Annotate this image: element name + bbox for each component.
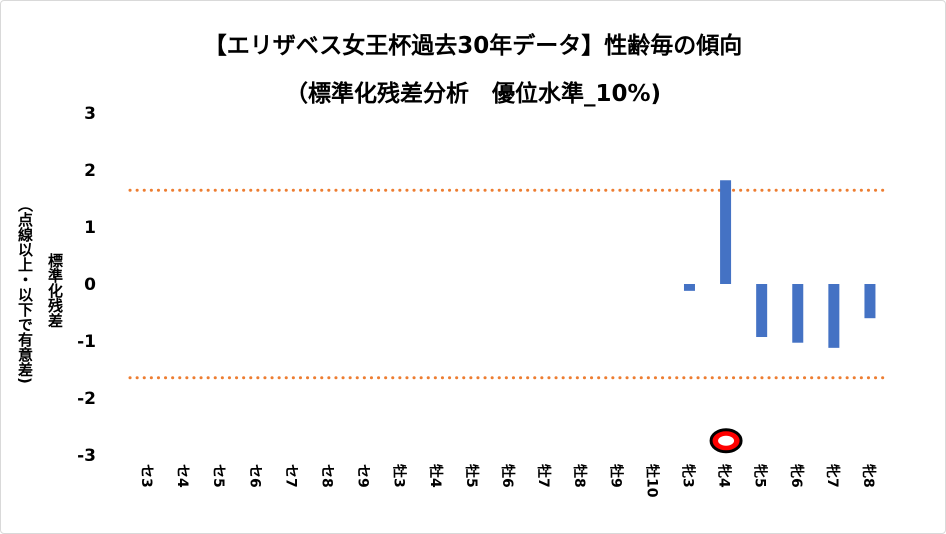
x-tick-label: セ8: [319, 464, 335, 488]
y-tick-label: 1: [84, 218, 96, 238]
bar-牝8: [864, 284, 876, 319]
y-axis-label: 標準化残差 （点線以上・以下で有意差): [6, 160, 70, 420]
x-tick-label: セ3: [138, 464, 154, 488]
x-tick-label: セ9: [355, 464, 371, 488]
y-tick-label: 0: [84, 275, 96, 295]
bar-牝6: [792, 284, 804, 343]
bar-牝5: [756, 284, 768, 338]
x-tick-label: 牝4: [716, 464, 733, 488]
x-tick-label: 牡7: [535, 464, 552, 488]
x-tick-label: 牝5: [752, 464, 769, 488]
chart-subtitle: （標準化残差分析 優位水準_10%): [284, 81, 662, 107]
x-tick-label: 牝6: [788, 464, 805, 488]
x-tick-label: セ7: [282, 464, 298, 488]
x-tick-label: 牡8: [571, 464, 588, 488]
x-tick-label: 牝3: [679, 464, 696, 488]
threshold-lines: [128, 188, 890, 380]
x-tick-label: 牡3: [391, 464, 408, 488]
y-axis-label-line1: 標準化残差: [46, 252, 64, 328]
y-tick-label: -2: [77, 389, 96, 409]
x-tick-label: 牡9: [607, 464, 624, 488]
bar-牝3: [683, 284, 695, 291]
y-tick-label: 3: [84, 104, 96, 124]
y-tick-label: -3: [77, 446, 96, 466]
x-tick-label: 牡5: [463, 464, 480, 488]
bars: [683, 180, 876, 348]
x-tick-label: 牡4: [427, 464, 444, 488]
bar-牝4: [720, 180, 732, 284]
y-tick-label: -1: [77, 332, 96, 352]
x-tick-label: セ5: [210, 464, 226, 488]
x-tick-label: 牝7: [824, 464, 841, 488]
x-tick-label: 牝8: [860, 464, 877, 488]
y-tick-labels: 3 2 1 0 -1 -2 -3: [77, 104, 96, 466]
y-tick-label: 2: [84, 161, 96, 181]
x-tick-label: 牡10: [643, 464, 660, 498]
y-axis-label-line2: （点線以上・以下で有意差): [16, 196, 34, 384]
x-tick-label: セ6: [246, 464, 262, 488]
chart-title: 【エリザベス女王杯過去30年データ】性齢毎の傾向: [203, 33, 743, 59]
bar-牝7: [828, 284, 840, 348]
x-tick-label: 牡6: [499, 464, 516, 488]
highlight-marker-center: [718, 435, 735, 446]
x-tick-label: セ4: [174, 464, 190, 488]
x-tick-labels: セ3 セ4 セ5 セ6 セ7 セ8 セ9 牡3 牡4 牡5 牡6 牡7 牡8 牡9 牡10 牝3 牝4 牝5 牝6 牝…: [138, 464, 877, 498]
marker: [709, 428, 743, 454]
